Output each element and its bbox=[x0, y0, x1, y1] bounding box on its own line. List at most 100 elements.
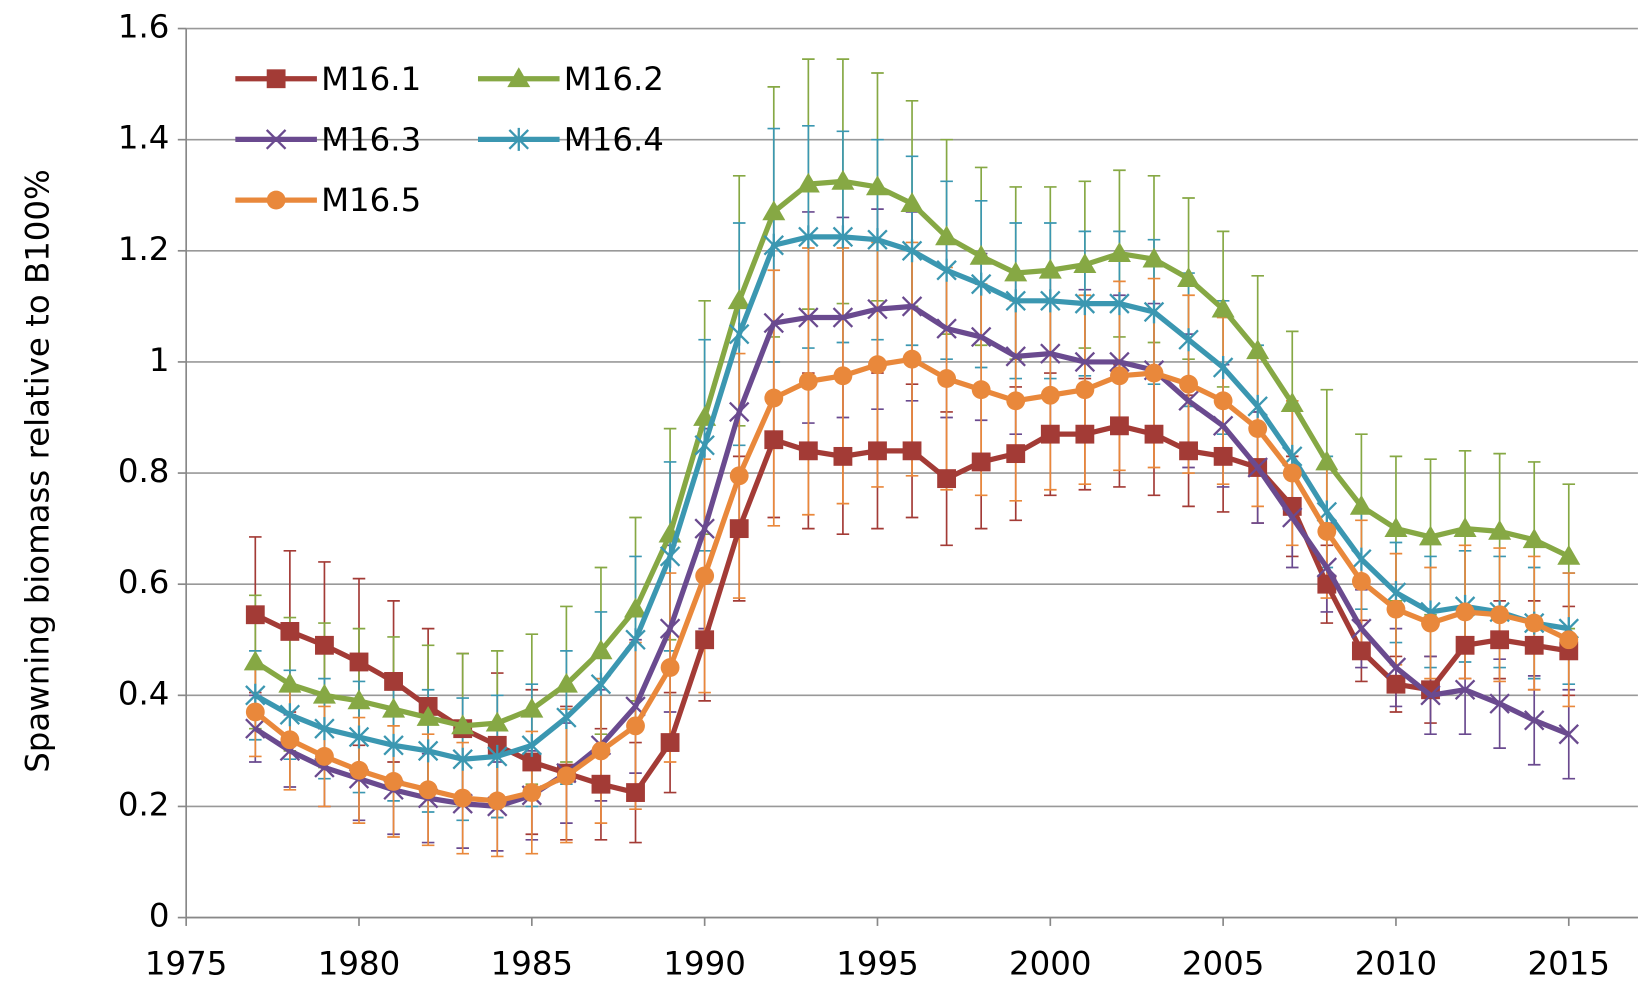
marker bbox=[695, 566, 715, 586]
marker bbox=[1177, 267, 1201, 287]
marker bbox=[660, 733, 680, 752]
marker bbox=[383, 733, 404, 757]
marker-shape bbox=[349, 652, 369, 672]
marker-shape bbox=[796, 172, 820, 193]
marker-shape bbox=[971, 452, 991, 472]
marker-shape bbox=[1317, 521, 1337, 541]
marker bbox=[521, 733, 543, 757]
marker-shape bbox=[867, 298, 888, 320]
marker bbox=[1110, 366, 1129, 386]
marker bbox=[1211, 297, 1235, 318]
marker-shape bbox=[554, 672, 578, 693]
marker-shape bbox=[1558, 723, 1579, 745]
marker-shape bbox=[452, 747, 473, 771]
marker bbox=[1315, 450, 1339, 471]
marker bbox=[347, 689, 371, 710]
marker bbox=[278, 672, 302, 693]
marker-shape bbox=[1177, 267, 1201, 287]
marker bbox=[1558, 723, 1579, 745]
marker bbox=[867, 298, 888, 320]
y-tick-label: 0 bbox=[149, 897, 170, 935]
marker-shape bbox=[832, 307, 854, 328]
marker bbox=[418, 780, 438, 800]
marker-shape bbox=[245, 605, 265, 625]
y-tick-label: 0.6 bbox=[118, 563, 170, 601]
marker-shape bbox=[694, 518, 715, 539]
marker-shape bbox=[798, 371, 818, 391]
marker bbox=[1524, 635, 1544, 655]
marker-shape bbox=[245, 702, 265, 722]
marker-shape bbox=[901, 296, 923, 317]
marker bbox=[384, 672, 403, 691]
marker bbox=[1454, 679, 1476, 700]
marker-shape bbox=[868, 355, 887, 375]
marker-shape bbox=[764, 430, 784, 450]
marker-shape bbox=[1351, 618, 1372, 639]
marker bbox=[1523, 710, 1545, 731]
marker bbox=[1040, 289, 1061, 313]
marker-shape bbox=[521, 733, 543, 757]
marker-shape bbox=[453, 788, 473, 808]
marker bbox=[1142, 247, 1166, 268]
marker-shape bbox=[1178, 328, 1199, 352]
x-tick-label: 1975 bbox=[145, 945, 227, 983]
marker bbox=[1351, 571, 1371, 591]
marker bbox=[280, 730, 300, 750]
marker-shape bbox=[278, 672, 302, 693]
marker bbox=[265, 129, 287, 150]
marker-shape bbox=[312, 683, 336, 704]
marker-shape bbox=[762, 200, 786, 221]
marker bbox=[245, 605, 265, 625]
marker-shape bbox=[314, 717, 335, 741]
y-tick-label: 1.4 bbox=[118, 119, 170, 157]
marker bbox=[798, 371, 818, 391]
marker-shape bbox=[868, 441, 887, 461]
marker-shape bbox=[660, 658, 680, 677]
marker bbox=[936, 318, 957, 339]
marker-shape bbox=[936, 258, 957, 282]
marker-shape bbox=[625, 628, 646, 652]
marker bbox=[349, 760, 369, 780]
marker-shape bbox=[1316, 557, 1338, 578]
marker-shape bbox=[1282, 507, 1303, 528]
marker-shape bbox=[522, 752, 542, 772]
x-tick-label: 2010 bbox=[1355, 945, 1437, 983]
marker bbox=[937, 469, 957, 489]
marker-shape bbox=[1280, 392, 1304, 412]
marker-shape bbox=[831, 169, 855, 190]
marker-shape bbox=[279, 703, 301, 727]
x-tick-label: 1995 bbox=[836, 945, 918, 983]
marker bbox=[1005, 289, 1026, 313]
marker bbox=[798, 441, 818, 461]
marker bbox=[1040, 424, 1060, 444]
marker bbox=[1040, 343, 1061, 364]
y-axis-label: Spawning biomass relative to B100% bbox=[19, 169, 57, 773]
marker-shape bbox=[1453, 517, 1477, 537]
marker bbox=[349, 652, 369, 672]
marker bbox=[315, 747, 334, 766]
marker bbox=[728, 322, 750, 346]
marker-shape bbox=[280, 622, 300, 641]
marker-shape bbox=[451, 714, 475, 735]
marker bbox=[970, 272, 992, 296]
marker bbox=[626, 716, 645, 736]
marker bbox=[1455, 602, 1475, 622]
marker bbox=[1179, 441, 1198, 461]
marker bbox=[1386, 674, 1406, 694]
marker bbox=[1490, 630, 1510, 650]
marker-shape bbox=[417, 739, 439, 763]
marker bbox=[1490, 605, 1510, 625]
marker-shape bbox=[970, 272, 992, 296]
marker bbox=[1351, 618, 1372, 639]
marker-shape bbox=[280, 730, 300, 750]
marker-shape bbox=[315, 747, 334, 766]
marker-shape bbox=[1523, 710, 1545, 731]
marker-shape bbox=[728, 322, 750, 346]
marker bbox=[1179, 374, 1198, 394]
marker bbox=[1522, 528, 1546, 549]
marker bbox=[1386, 599, 1406, 619]
marker bbox=[832, 307, 854, 328]
marker bbox=[970, 326, 992, 348]
marker bbox=[727, 289, 751, 310]
marker-shape bbox=[1178, 390, 1199, 412]
